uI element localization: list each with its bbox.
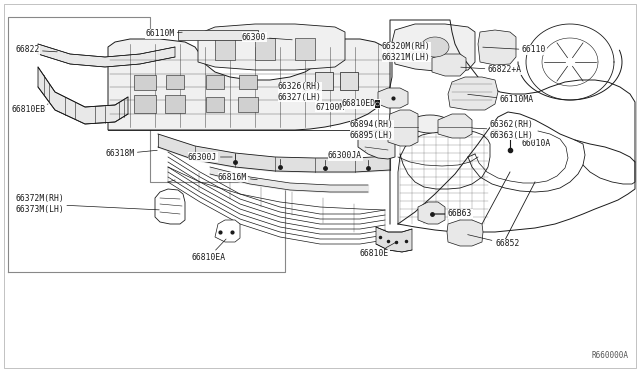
Bar (206, 75, 224, 89)
Text: 66B63: 66B63 (435, 209, 472, 218)
Text: 66822+A: 66822+A (461, 65, 522, 74)
Bar (238, 96, 258, 112)
Text: 66010A: 66010A (513, 138, 551, 148)
Polygon shape (376, 227, 412, 252)
Text: 66362(RH)
66363(LH): 66362(RH) 66363(LH) (473, 120, 534, 140)
Text: 66852: 66852 (468, 235, 520, 248)
Ellipse shape (421, 37, 449, 57)
Bar (239, 75, 257, 89)
Polygon shape (215, 220, 240, 242)
Polygon shape (478, 30, 516, 65)
Polygon shape (38, 44, 175, 67)
Text: 66110MA: 66110MA (468, 94, 534, 105)
Text: 66300J: 66300J (188, 153, 232, 161)
Text: 67100M: 67100M (315, 102, 355, 112)
Bar (215, 38, 235, 60)
Text: 66810ED◙: 66810ED◙ (342, 99, 381, 109)
Text: 66318M: 66318M (105, 150, 157, 158)
Bar (206, 96, 224, 112)
Polygon shape (198, 24, 345, 70)
Text: 66300JA: 66300JA (328, 151, 365, 160)
Polygon shape (378, 88, 408, 108)
Text: 66300: 66300 (242, 32, 292, 42)
Text: 66810EB: 66810EB (12, 104, 48, 115)
Polygon shape (358, 132, 395, 159)
Bar (178, 30, 258, 40)
Bar (255, 38, 275, 60)
Text: 66110M: 66110M (145, 29, 182, 38)
Text: 66810E: 66810E (360, 241, 397, 259)
Polygon shape (340, 72, 358, 90)
Ellipse shape (410, 115, 450, 133)
Polygon shape (108, 39, 392, 130)
Polygon shape (448, 77, 498, 110)
Polygon shape (438, 114, 472, 138)
Text: 66320M(RH)
66321M(LH): 66320M(RH) 66321M(LH) (382, 42, 431, 62)
Bar (134, 74, 156, 90)
Polygon shape (155, 189, 185, 224)
Polygon shape (447, 220, 483, 246)
Polygon shape (432, 54, 466, 76)
Text: 66810EA: 66810EA (192, 239, 226, 262)
Bar (166, 75, 184, 89)
Text: 66326(RH)
66327(LH): 66326(RH) 66327(LH) (278, 82, 322, 102)
Text: 66372M(RH)
66373M(LH): 66372M(RH) 66373M(LH) (15, 194, 159, 214)
Text: 66822: 66822 (15, 45, 57, 55)
Polygon shape (392, 24, 475, 72)
Polygon shape (315, 72, 333, 90)
Bar (165, 95, 185, 113)
Bar (134, 95, 156, 113)
Text: R660000A: R660000A (591, 351, 628, 360)
Text: 66894(RH)
66895(LH): 66894(RH) 66895(LH) (350, 120, 394, 140)
Polygon shape (418, 202, 445, 224)
Text: 66110: 66110 (483, 45, 547, 55)
Bar (295, 38, 315, 60)
Polygon shape (388, 110, 418, 146)
Polygon shape (38, 67, 128, 124)
Text: 66B63: 66B63 (435, 209, 472, 218)
Text: 66816M: 66816M (218, 173, 257, 182)
